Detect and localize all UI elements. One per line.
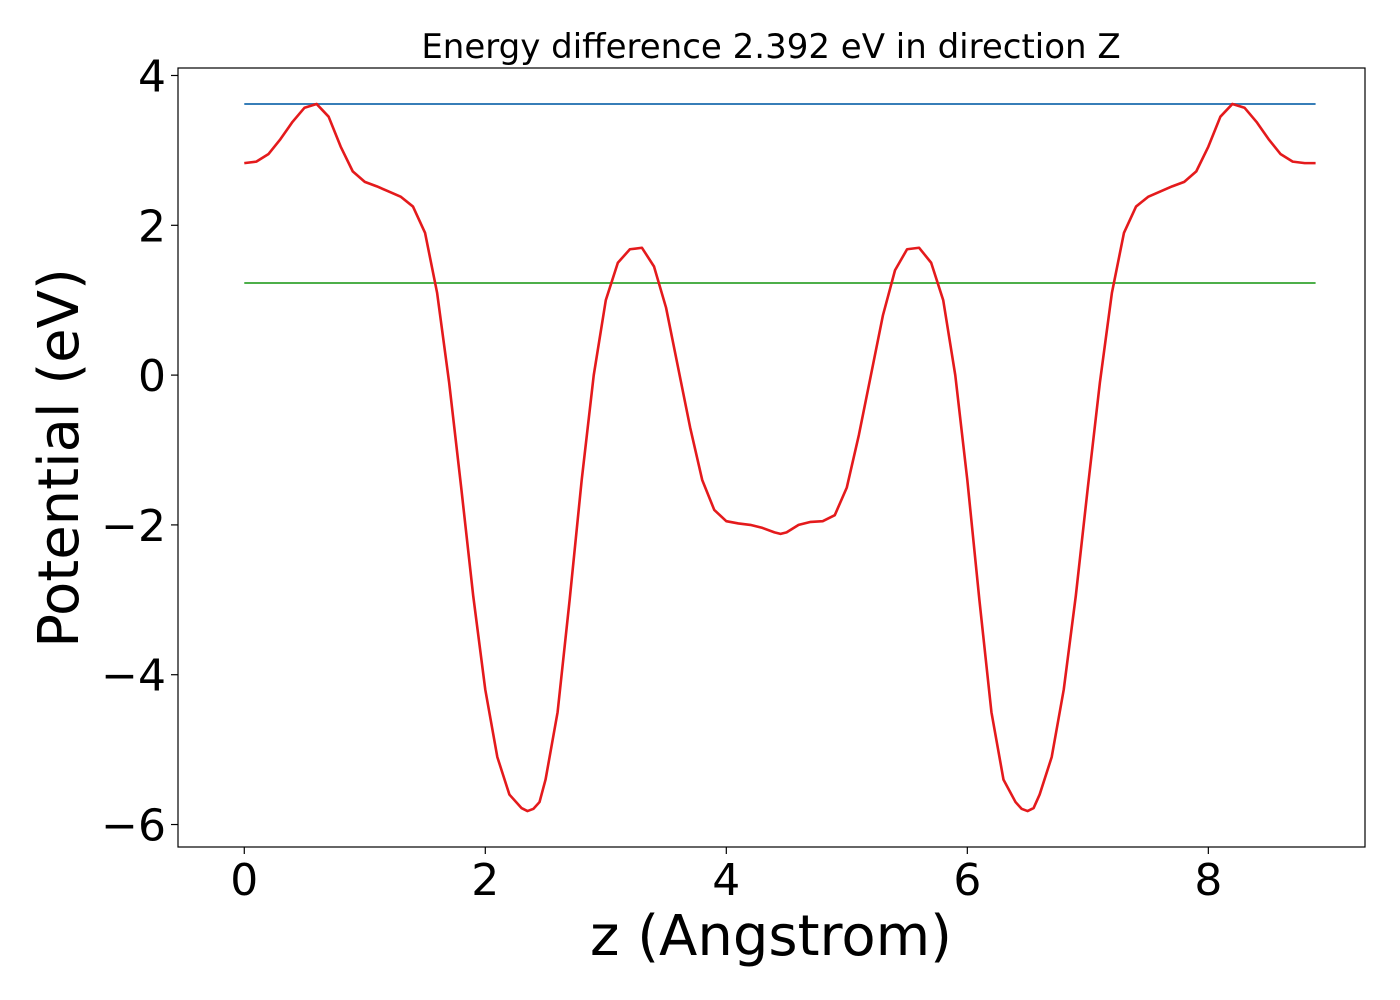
y-tick-label: 2 [138,201,166,252]
chart-title: Energy difference 2.392 eV in direction … [421,27,1120,67]
plot-frame [177,67,1366,848]
y-axis-ticks: 4 2 0 −2 −4 −6 [101,51,178,852]
x-axis-ticks: 0 2 4 6 8 [230,847,1222,906]
x-tick-label: 4 [712,855,740,906]
y-axis-label: Potential (eV) [27,268,92,648]
y-tick-label: 0 [138,351,166,402]
x-tick-label: 8 [1194,855,1222,906]
y-tick-label: −6 [101,801,166,852]
x-tick-label: 0 [230,855,258,906]
y-tick-label: −4 [101,651,166,702]
y-tick-label: −2 [101,501,166,552]
x-tick-label: 2 [471,855,499,906]
y-tick-label: 4 [138,51,166,102]
plot-area [244,102,1316,813]
x-axis-label: z (Angstrom) [590,904,952,969]
x-tick-label: 6 [953,855,981,906]
series-line-potential [244,102,1316,813]
